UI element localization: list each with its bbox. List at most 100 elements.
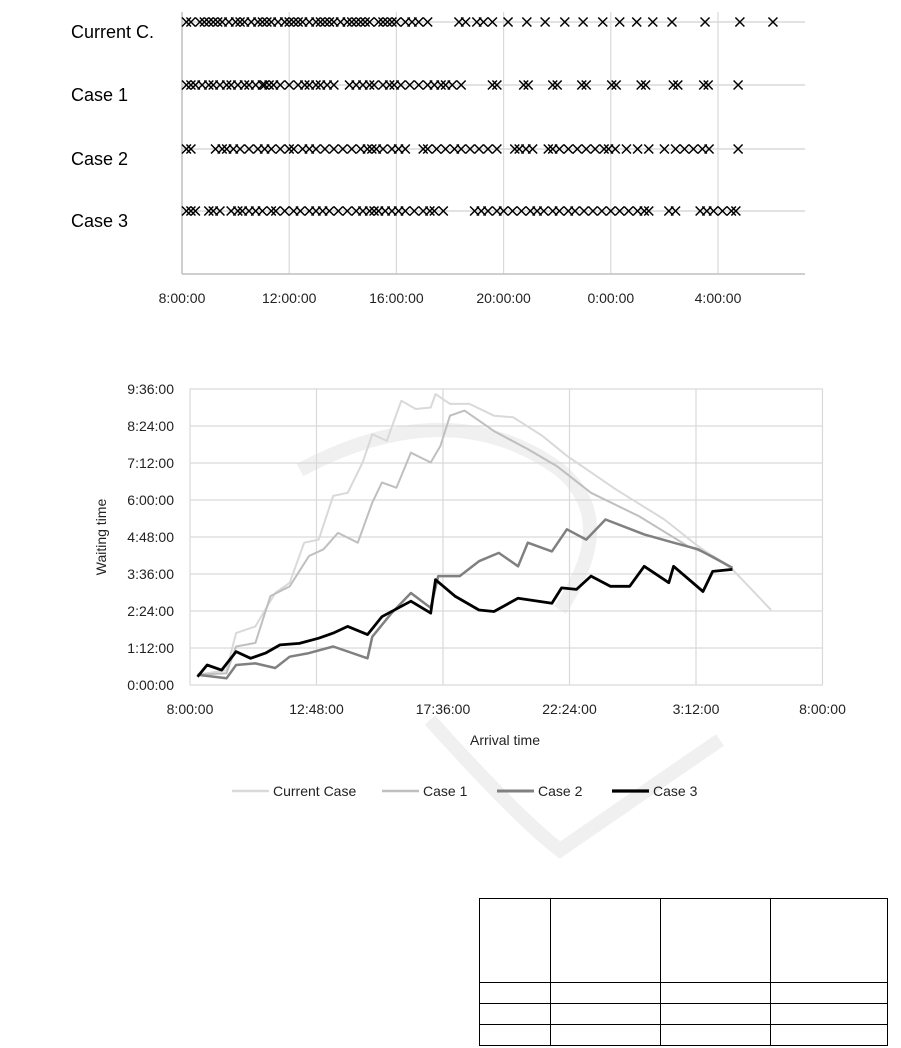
data-point-x-marker (700, 16, 711, 28)
data-point-x-marker (647, 16, 658, 28)
x-tick-label: 8:00:00 (167, 701, 214, 717)
data-point-x-marker (503, 16, 514, 28)
series-label: Case 1 (71, 85, 128, 105)
data-point-x-marker (252, 16, 263, 28)
data-point-x-marker (733, 143, 744, 155)
data-point-x-marker (235, 143, 246, 155)
data-point-x-marker (364, 205, 375, 217)
data-point-x-marker (181, 79, 192, 91)
data-point-x-marker (614, 16, 625, 28)
data-point-x-marker (413, 79, 424, 91)
y-tick-label: 4:48:00 (127, 529, 174, 545)
x-axis-title: Arrival time (470, 732, 540, 748)
legend-label: Case 3 (653, 783, 698, 799)
data-point-x-marker (587, 205, 598, 217)
data-point-x-marker (717, 205, 728, 217)
data-point-x-marker (429, 205, 440, 217)
waiting-time-line-chart: 0:00:00 1:12:00 2:24:00 3:36:00 4:48:00 6:00:… (93, 381, 846, 799)
data-point-x-marker (538, 205, 549, 217)
data-point-x-marker (232, 205, 243, 217)
data-point-x-marker (270, 205, 281, 217)
data-point-x-marker (643, 143, 654, 155)
data-point-x-marker (364, 79, 375, 91)
y-tick-label: 9:36:00 (127, 381, 174, 397)
data-point-x-marker (572, 143, 583, 155)
data-point-x-marker (279, 16, 290, 28)
data-point-x-marker (438, 205, 449, 217)
data-point-x-marker (447, 79, 458, 91)
data-point-x-marker (733, 79, 744, 91)
data-point-x-marker (460, 16, 471, 28)
data-point-x-marker (324, 205, 335, 217)
data-point-x-marker (543, 143, 554, 155)
legend-label: Current Case (273, 783, 356, 799)
x-tick-label: 12:48:00 (289, 701, 344, 717)
x-tick-label: 17:36:00 (416, 701, 471, 717)
x-tick-label: 12:00:00 (262, 290, 317, 306)
data-point-x-marker (614, 205, 625, 217)
data-point-x-marker (362, 143, 373, 155)
data-point-x-marker (610, 143, 621, 155)
data-point-x-marker (456, 79, 467, 91)
data-point-x-marker (668, 79, 679, 91)
data-point-x-marker (351, 16, 362, 28)
data-point-x-marker (465, 143, 476, 155)
table-row (479, 1024, 888, 1046)
data-point-x-marker (261, 16, 272, 28)
x-tick-label: 3:12:00 (673, 701, 720, 717)
data-point-x-marker (185, 205, 196, 217)
data-point-x-marker (382, 16, 393, 28)
data-point-x-marker (275, 143, 286, 155)
data-point-x-marker (482, 205, 493, 217)
x-tick-label: 8:00:00 (159, 290, 206, 306)
data-point-x-marker (328, 79, 339, 91)
data-point-x-marker (666, 16, 678, 28)
data-point-x-marker (346, 16, 357, 28)
series-label: Case 2 (71, 149, 128, 169)
series-line-1 (197, 409, 734, 676)
data-point-x-marker (491, 79, 502, 91)
data-point-x-marker (640, 79, 651, 91)
data-point-x-marker (632, 143, 643, 155)
data-point-x-marker (670, 143, 681, 155)
data-point-x-marker (360, 16, 371, 28)
data-point-x-marker (208, 16, 219, 28)
data-point-x-marker (369, 79, 380, 91)
data-point-x-marker (581, 143, 592, 155)
y-tick-label: 8:24:00 (127, 418, 174, 434)
data-point-x-marker (409, 205, 420, 217)
data-point-x-marker (404, 79, 415, 91)
table-row (479, 1003, 888, 1025)
data-point-x-marker (257, 205, 268, 217)
data-point-x-marker (295, 205, 306, 217)
series-label: Case 3 (71, 211, 128, 231)
data-point-x-marker (259, 79, 270, 91)
data-point-x-marker (597, 16, 608, 28)
data-point-x-marker (324, 16, 335, 28)
data-point-x-marker (355, 16, 366, 28)
data-point-x-marker (730, 205, 741, 217)
data-point-x-marker (424, 205, 435, 217)
data-point-x-marker (366, 143, 377, 155)
data-point-x-marker (509, 143, 520, 155)
data-point-x-marker (611, 79, 622, 91)
data-point-x-marker (659, 143, 670, 155)
data-point-x-marker (284, 16, 295, 28)
data-point-x-marker (203, 79, 214, 91)
data-point-x-marker (342, 16, 353, 28)
data-point-x-marker (181, 143, 192, 155)
series-line-2 (197, 518, 734, 680)
data-point-x-marker (596, 205, 607, 217)
data-point-x-marker (212, 16, 223, 28)
data-point-x-marker (310, 16, 322, 28)
data-point-x-marker (672, 79, 683, 91)
data-point-x-marker (239, 79, 250, 91)
data-point-x-marker (704, 143, 715, 155)
data-point-x-marker (482, 143, 493, 155)
data-point-x-marker (369, 205, 380, 217)
arrival-scatter-chart: 8:00:00 12:00:00 16:00:00 20:00:00 0:00:00 4:… (71, 12, 805, 306)
data-point-x-marker (266, 205, 277, 217)
data-point-x-marker (190, 205, 201, 217)
data-point-x-marker (319, 143, 330, 155)
data-point-x-marker (498, 205, 509, 217)
